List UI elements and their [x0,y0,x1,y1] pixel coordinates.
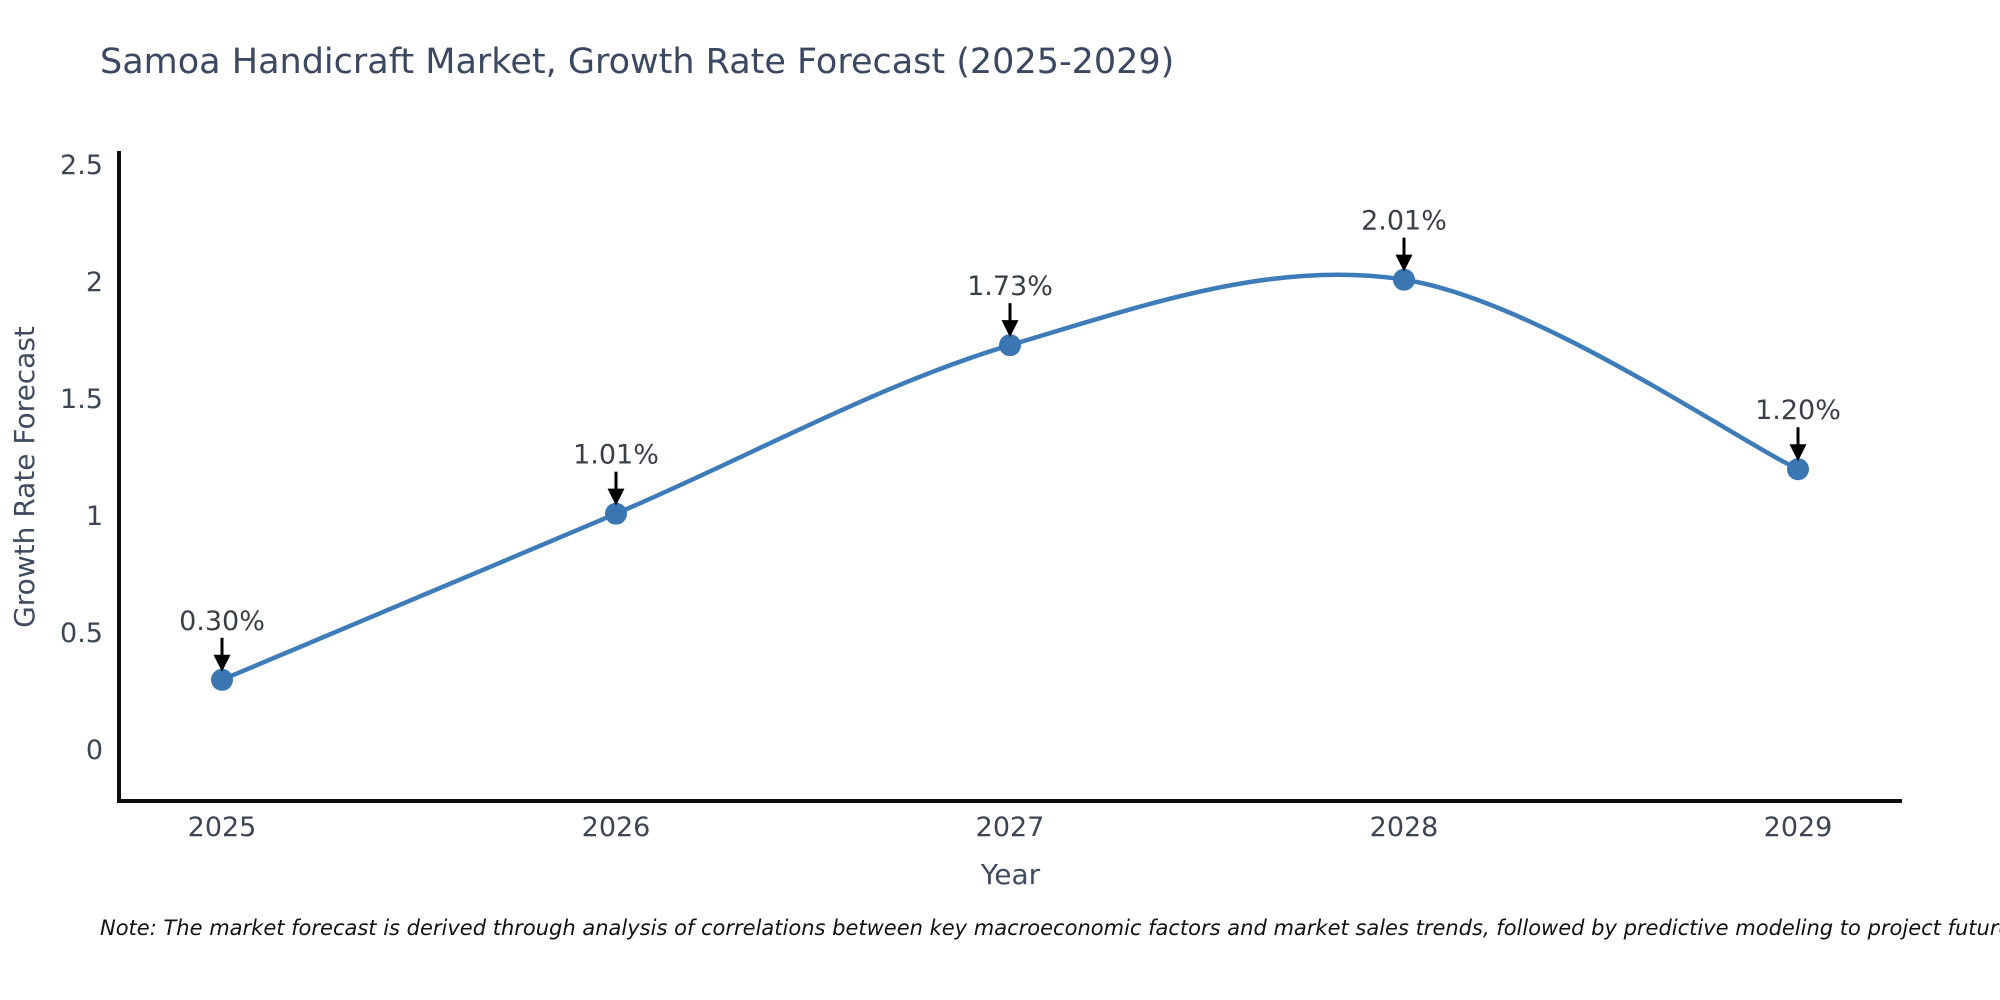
point-value-label: 1.73% [967,271,1053,302]
x-axis-title: Year [980,858,1041,891]
data-point-marker [1393,268,1415,291]
footnote: Note: The market forecast is derived thr… [100,916,2000,940]
line-series [211,268,1809,691]
y-tick-label: 2.5 [60,150,103,181]
x-tick-label: 2026 [582,812,651,843]
annotation-arrowhead-icon [1001,320,1019,338]
data-point-marker [999,334,1021,357]
data-point-marker [1787,458,1809,481]
point-value-label: 0.30% [179,606,265,637]
y-tick-label: 2 [86,267,103,298]
data-point-marker [211,668,233,691]
x-tick-label: 2025 [188,812,257,843]
y-tick-label: 1 [86,501,103,532]
annotation-arrowhead-icon [213,654,231,672]
point-value-label: 1.01% [573,440,659,471]
point-value-label: 2.01% [1361,206,1447,237]
x-tick-label: 2029 [1764,812,1833,843]
data-point-marker [605,502,627,525]
x-tick-label: 2027 [976,812,1045,843]
chart-title: Samoa Handicraft Market, Growth Rate For… [100,42,1175,82]
point-annotations: 0.30% 1.01% 1.73% 2.01% 1.20% [179,206,1841,672]
y-axis-title: Growth Rate Forecast [8,326,41,628]
x-tick-label: 2028 [1370,812,1439,843]
annotation-arrowhead-icon [1789,444,1807,462]
annotation-arrowhead-icon [607,488,625,506]
y-tick-label: 0.5 [60,618,103,649]
y-tick-label: 1.5 [60,384,103,415]
y-tick-label: 0 [86,735,103,766]
point-value-label: 1.20% [1755,395,1841,426]
axes-layer: 0 0.5 1 1.5 2 2.5 2025 2026 2027 2028 2029 Year Grow… [8,150,1902,891]
annotation-arrowhead-icon [1395,254,1413,272]
